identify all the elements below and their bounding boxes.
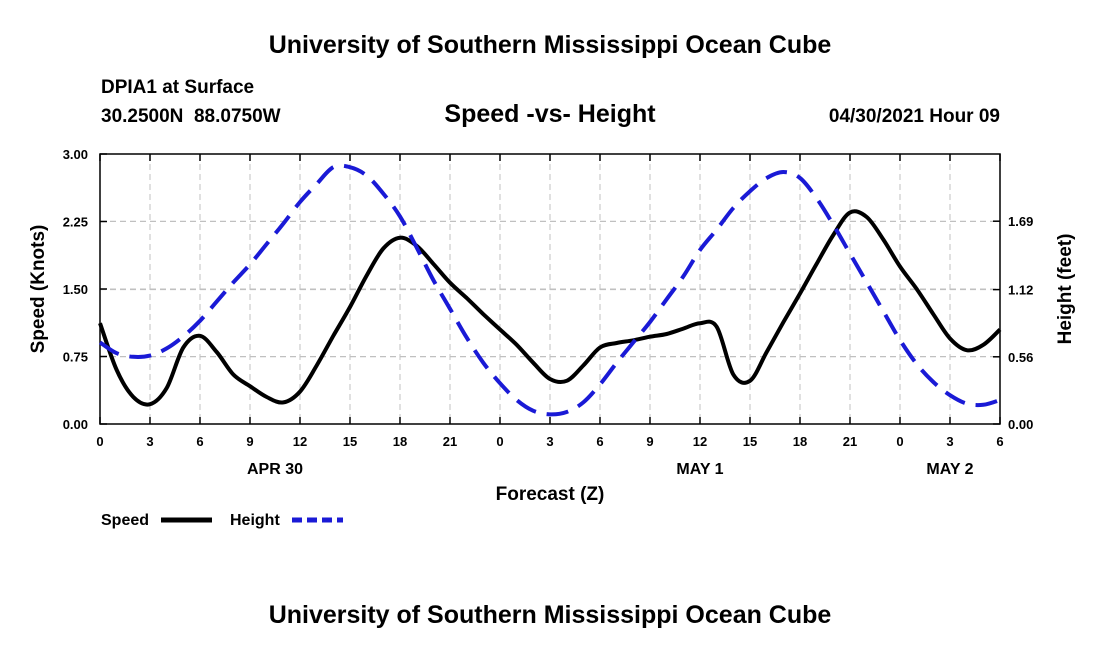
- x-tick-label: 3: [946, 434, 953, 449]
- y-tick-label: 3.00: [63, 147, 88, 162]
- x-tick-label: 9: [646, 434, 653, 449]
- x-axis-title: Forecast (Z): [496, 484, 605, 505]
- y2-axis-title: Height (feet): [1055, 234, 1076, 345]
- x-tick-label: 0: [96, 434, 103, 449]
- legend-label-height: Height: [230, 512, 280, 529]
- x-tick-label: 21: [443, 434, 457, 449]
- date-label: APR 30: [247, 461, 303, 478]
- chart-title: Speed -vs- Height: [444, 100, 656, 128]
- y-tick-label: 0.00: [63, 417, 88, 432]
- y2-tick-label: 1.69: [1008, 214, 1033, 229]
- date-label: MAY 1: [676, 461, 723, 478]
- x-tick-label: 3: [546, 434, 553, 449]
- x-tick-label: 12: [293, 434, 307, 449]
- x-tick-label: 18: [393, 434, 407, 449]
- x-tick-label: 21: [843, 434, 857, 449]
- y2-tick-label: 1.12: [1008, 283, 1033, 298]
- forecast-datetime: 04/30/2021 Hour 09: [828, 106, 1000, 127]
- x-tick-label: 6: [996, 434, 1003, 449]
- x-tick-label: 0: [896, 434, 903, 449]
- page-title: University of Southern Mississippi Ocean…: [268, 31, 832, 59]
- legend: Speed Height: [101, 512, 343, 529]
- date-label: MAY 2: [926, 461, 973, 478]
- x-tick-label: 6: [596, 434, 603, 449]
- y-tick-label: 1.50: [63, 282, 88, 297]
- series-lines: [98, 163, 1002, 417]
- x-tick-label: 0: [496, 434, 503, 449]
- page-footer-title: University of Southern Mississippi Ocean…: [268, 601, 832, 629]
- x-tick-label: 3: [146, 434, 153, 449]
- station-coordinates: 30.2500N 88.0750W: [101, 106, 281, 127]
- x-tick-label: 15: [343, 434, 357, 449]
- y-tick-label: 2.25: [63, 215, 88, 230]
- x-tick-label: 18: [793, 434, 807, 449]
- x-tick-label: 6: [196, 434, 203, 449]
- series-line-height: [98, 163, 1001, 417]
- axis-labels: Forecast (Z) Speed (Knots) Height (feet): [28, 225, 1076, 505]
- station-name: DPIA1 at Surface: [101, 77, 255, 98]
- grid-lines: [100, 154, 1000, 424]
- x-tick-label: 12: [693, 434, 707, 449]
- axes: 0 3 6 9 12 15 18 21 0 3 6 9 12 15 18 21 0 3 6 0.00 0.75 1.50 2…: [63, 147, 1034, 478]
- series-line-speed: [98, 209, 1002, 407]
- x-tick-label: 15: [743, 434, 757, 449]
- y2-tick-label: 0.00: [1008, 417, 1033, 432]
- legend-label-speed: Speed: [101, 512, 149, 529]
- x-tick-label: 9: [246, 434, 253, 449]
- y-tick-label: 0.75: [63, 350, 88, 365]
- y-axis-title: Speed (Knots): [28, 225, 49, 354]
- y2-tick-label: 0.56: [1008, 350, 1033, 365]
